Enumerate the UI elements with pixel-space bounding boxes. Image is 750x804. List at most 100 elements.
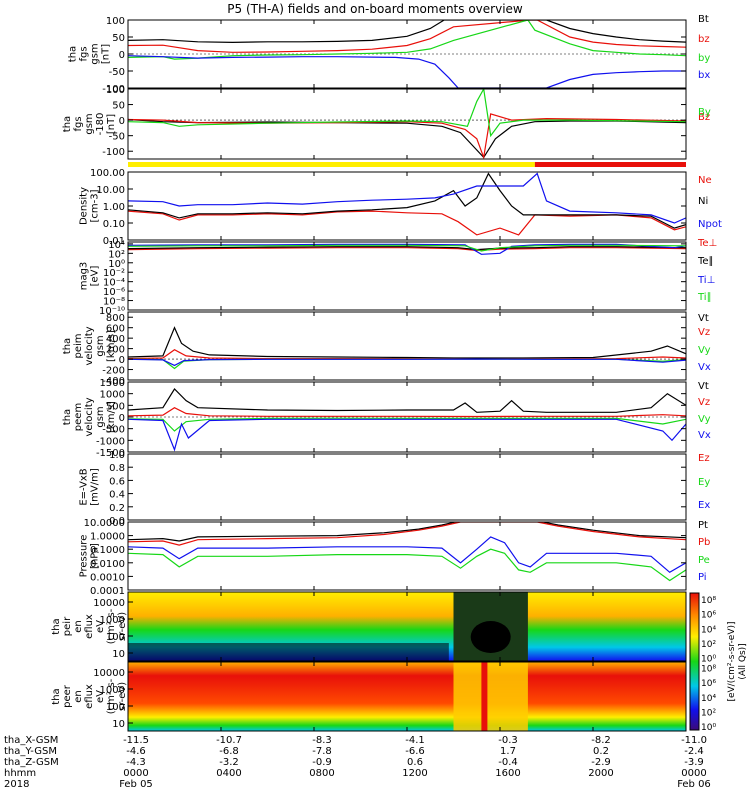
peir-spec-ylabel-line: en xyxy=(73,620,84,633)
moments-ytick-label: 10⁻⁸ xyxy=(103,297,125,308)
peim-velocity-ytick-label: 400 xyxy=(106,334,125,345)
fgs-gse-ytick-label: 0 xyxy=(119,116,125,127)
peim-velocity-legend-Vz: Vz xyxy=(698,327,710,338)
fgs-gse-ylabel-line: gsm xyxy=(84,113,95,134)
peir-spec-ylabel-line: tha xyxy=(51,618,62,634)
fgs-gsm-ytick-label: -100 xyxy=(102,84,125,95)
fgs-gsm-legend-Bt: Bt xyxy=(698,14,709,25)
peir-spec-ylabel-line: peir xyxy=(62,616,73,636)
colorbar-tick-label: 10⁸ xyxy=(701,665,716,675)
peem-velocity-legend-Vy: Vy xyxy=(698,414,711,425)
peem-velocity-series-Vy xyxy=(128,417,686,432)
colorbar-tick-label: 10⁰ xyxy=(701,723,716,733)
peim-velocity-ytick-label: 200 xyxy=(106,345,125,356)
xaxis-row-label: hhmm xyxy=(4,768,36,779)
fgs-gsm-ylabel-line: fgs xyxy=(79,46,90,61)
peim-velocity-ytick-label: 600 xyxy=(106,324,125,335)
peem-velocity-frame xyxy=(127,381,687,453)
xaxis-row-label: tha_Z-GSM xyxy=(4,757,59,768)
fgs-gse-ytick-label: -100 xyxy=(102,147,125,158)
density-series-Ni xyxy=(128,172,686,229)
xaxis-tick-value: -11.0 xyxy=(681,735,707,746)
moments-legend-Te⊥: Te⊥ xyxy=(697,238,717,249)
peem-velocity-panel xyxy=(128,382,686,452)
peim-velocity-legend-Vx: Vx xyxy=(698,362,711,373)
colorbar-label-qs: (All Qs)] xyxy=(738,643,748,679)
peim-velocity-series-Vx xyxy=(128,358,686,367)
moments-ytick-label: 10⁻² xyxy=(103,268,125,279)
peer-spec-spectrogram xyxy=(128,662,686,731)
peem-velocity-ytick-label: -1500 xyxy=(96,448,125,459)
xaxis-tick-value: -8.3 xyxy=(312,735,332,746)
density-ylabel-line: Density xyxy=(79,187,90,225)
moments-ytick-label: 10⁻⁴ xyxy=(103,278,125,289)
efield-ytick-label: 0.8 xyxy=(109,463,125,474)
peem-velocity-series-group xyxy=(128,388,686,452)
pressure-series-group xyxy=(128,522,686,582)
peem-velocity-legend-Vx: Vx xyxy=(698,430,711,441)
xaxis-row-label: 2018 xyxy=(4,779,29,790)
colorbar-tick-label: 10² xyxy=(701,708,716,718)
pressure-frame xyxy=(127,521,687,591)
fgs-gsm-ytick-label: 0 xyxy=(119,50,125,61)
fgs-gse-series-group xyxy=(128,89,686,159)
colorbar-label: [eV/(cm²-s-sr-eV)] xyxy=(727,621,737,701)
density-legend-Ne: Ne xyxy=(698,175,712,186)
peer-spec-ylabel-line: en xyxy=(73,690,84,703)
xaxis-tick-value: 2000 xyxy=(588,768,613,779)
peem-velocity-ytick-label: 500 xyxy=(106,401,125,412)
pressure-series-Pt xyxy=(128,522,686,542)
efield-ytick-label: 1.0 xyxy=(109,450,125,461)
peer-spec-ytick-label: 100 xyxy=(106,702,125,713)
fgs-gsm-ylabel-line: tha xyxy=(68,46,79,62)
peir-spec-dark-core xyxy=(470,621,511,653)
density-ytick-label: 0.01 xyxy=(103,236,125,247)
fgs-gsm-legend-by: by xyxy=(698,53,710,64)
peir-spec-ytick-label: 10 xyxy=(112,649,125,660)
fgs-gsm-legend-bz: bz xyxy=(698,34,710,45)
pressure-series-Pe xyxy=(128,548,686,582)
peir-spec-ylabel-line: eV xyxy=(95,620,106,633)
density-series-Npot xyxy=(128,172,686,224)
moments-frame xyxy=(127,241,687,311)
peir-spec-ytick-label: 1000 xyxy=(100,615,125,626)
colorbar-tick-label: 10² xyxy=(701,640,716,650)
moments-ylabel-line: mag3 xyxy=(79,262,90,291)
peem-velocity-ytick-label: -500 xyxy=(102,425,125,436)
xaxis-tick-value: 0000 xyxy=(681,768,706,779)
fgs-gse-series-By xyxy=(128,89,686,138)
peir-spec-frame xyxy=(127,591,687,662)
peir-spec-ylabel-line: (cm²-s- xyxy=(106,608,117,644)
moments-series-Ti⊥ xyxy=(128,243,686,255)
fgs-gsm-ytick-label: 100 xyxy=(106,16,125,27)
moments-ytick-label: 10⁰ xyxy=(108,259,125,270)
density-ytick-label: 10.00 xyxy=(96,185,125,196)
peem-velocity-ylabel-line: peem xyxy=(73,403,84,431)
peim-velocity-ylabel-line: [km/s] xyxy=(106,330,117,362)
peir-spec-ylabel-line: eflux xyxy=(84,614,95,639)
peim-velocity-ytick-label: 800 xyxy=(106,313,125,324)
pressure-legend-Pb: Pb xyxy=(698,537,710,548)
xaxis-tick-value: -2.4 xyxy=(684,746,704,757)
peer-spec-ytick-label: 10 xyxy=(112,719,125,730)
fgs-gse-frame xyxy=(127,88,687,160)
peem-velocity-ytick-label: 0 xyxy=(119,413,125,424)
pressure-ytick-label: 0.1000 xyxy=(90,545,125,556)
fgs-gsm-ytick-label: -50 xyxy=(109,67,125,78)
density-frame xyxy=(127,171,687,241)
peem-velocity-legend-Vz: Vz xyxy=(698,397,710,408)
efield-ytick-label: 0.2 xyxy=(109,503,125,514)
efield-frame xyxy=(127,453,687,521)
efield-panel xyxy=(128,454,686,520)
pressure-ylabel-line: Pressure xyxy=(79,535,90,578)
peir-spec-ytick-label: 100 xyxy=(106,632,125,643)
peir-spec-low-energy-noise xyxy=(128,643,449,661)
spectrogram-colorbar xyxy=(689,592,700,731)
pressure-ylabel-line: [nPa] xyxy=(90,543,101,569)
efield-ytick-label: 0.6 xyxy=(109,476,125,487)
fgs-gsm-ylabel-line: gsm xyxy=(90,43,101,64)
fgs-gse-ytick-label: 100 xyxy=(106,85,125,96)
peim-velocity-ytick-label: -400 xyxy=(102,376,125,387)
